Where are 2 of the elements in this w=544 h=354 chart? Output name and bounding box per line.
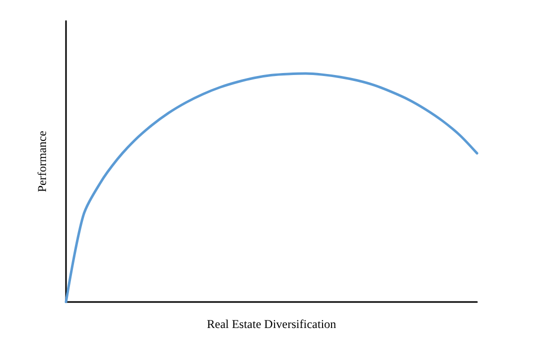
y-axis-title: Performance <box>35 130 49 192</box>
x-axis-title: Real Estate Diversification <box>206 317 336 331</box>
